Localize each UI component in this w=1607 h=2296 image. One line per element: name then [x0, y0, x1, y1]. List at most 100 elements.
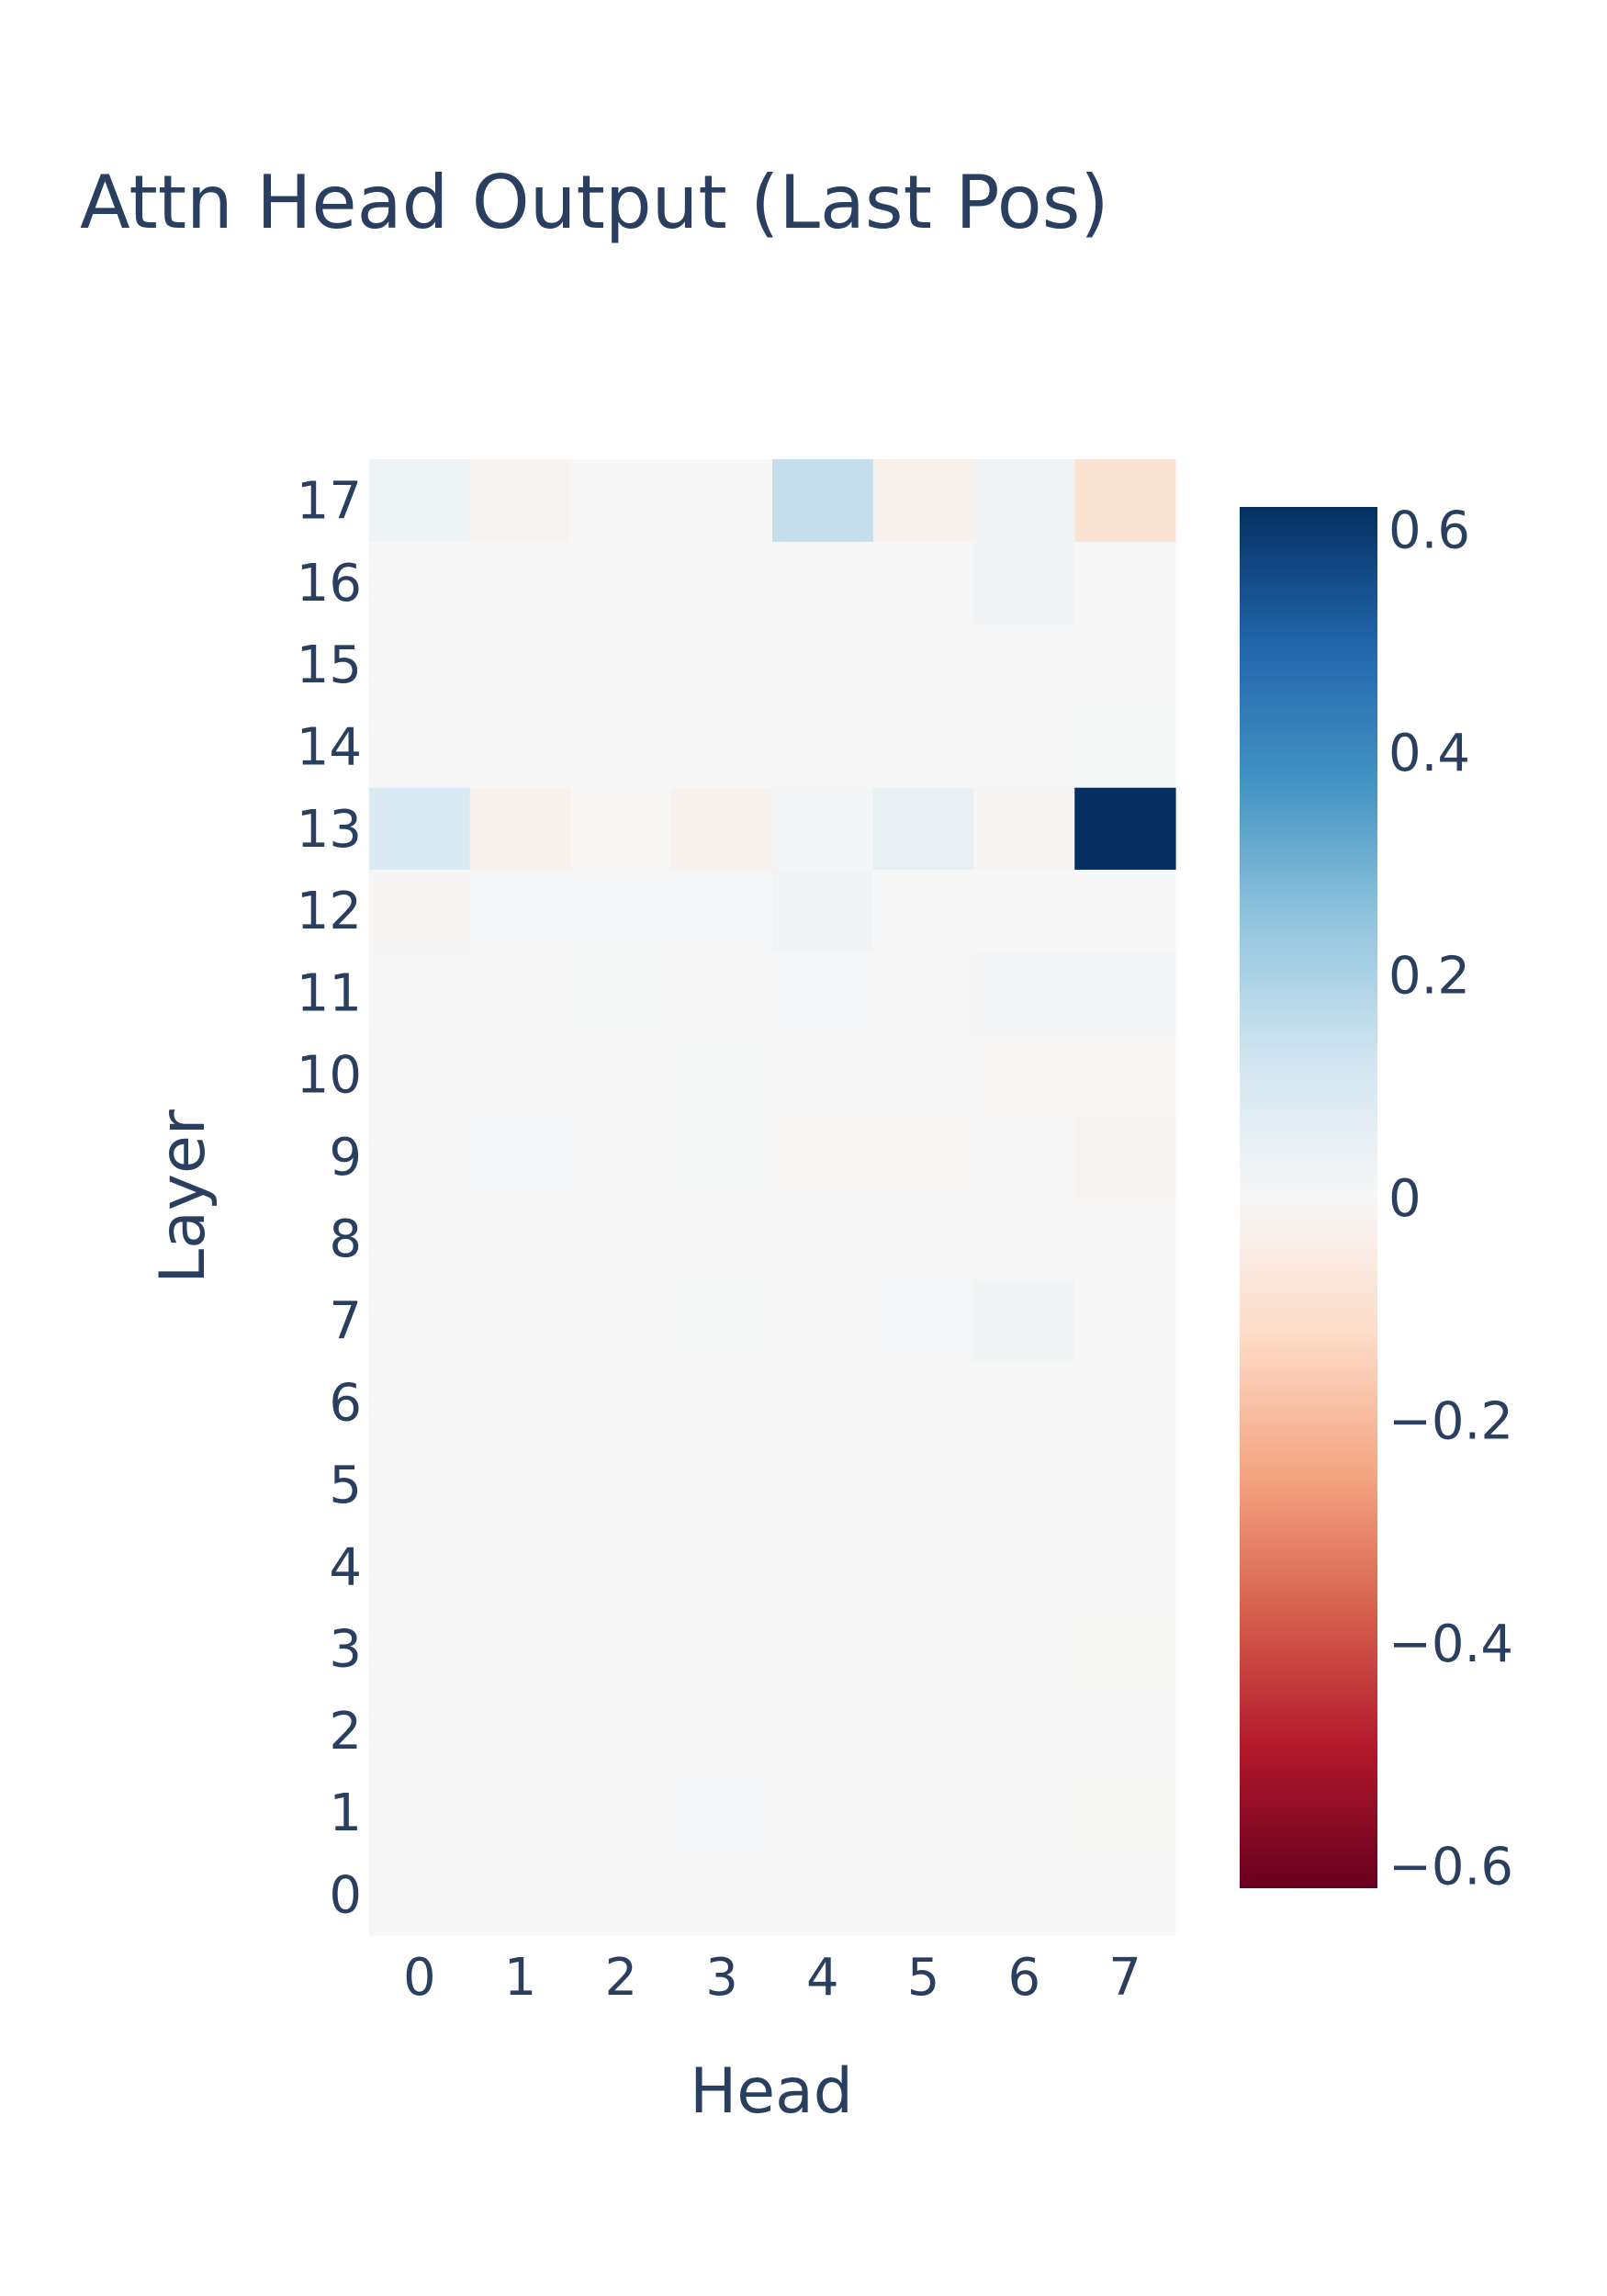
heatmap-cell [469, 541, 572, 625]
heatmap-cell [973, 1115, 1075, 1199]
heatmap-cell [671, 1115, 773, 1199]
heatmap-cell [772, 1197, 874, 1280]
heatmap-cell [772, 787, 874, 870]
heatmap-cell [469, 787, 572, 870]
heatmap-cell [570, 1689, 672, 1773]
x-tick-label: 3 [705, 1948, 738, 2008]
heatmap-cell [369, 1771, 471, 1854]
heatmap-cell [671, 869, 773, 952]
heatmap-cell [1074, 1606, 1176, 1690]
colorbar-ticks: 0.6 0.4 0.2 0 −0.2 −0.4 −0.6 [1388, 501, 1513, 1896]
heatmap-cell [1074, 1278, 1176, 1362]
heatmap-cell [369, 541, 471, 625]
heatmap-cell [570, 459, 672, 542]
y-tick-label: 8 [329, 1210, 362, 1269]
heatmap-cell [671, 459, 773, 542]
heatmap-cell [1074, 787, 1176, 870]
heatmap-cell [671, 1032, 773, 1116]
y-tick-label: 12 [297, 882, 362, 941]
y-tick-label: 0 [329, 1865, 362, 1925]
heatmap-cell [973, 1689, 1075, 1773]
heatmap-cell [469, 459, 572, 542]
x-tick-label: 5 [907, 1948, 940, 2008]
heatmap-cell [872, 787, 975, 870]
heatmap-cell [973, 1361, 1075, 1444]
colorbar-tick-label: 0.2 [1388, 946, 1470, 1006]
heatmap-cell [469, 1197, 572, 1280]
heatmap-cell [973, 787, 1075, 870]
heatmap-cell [772, 541, 874, 625]
heatmap-cell [1074, 1852, 1176, 1936]
heatmap-cell [772, 1771, 874, 1854]
heatmap-cell [872, 1606, 975, 1690]
heatmap-cell [469, 1852, 572, 1936]
heatmap-cell [872, 459, 975, 542]
colorbar-tick-label: 0.4 [1388, 724, 1470, 783]
heatmap-cell [1074, 704, 1176, 788]
heatmap-cell [369, 623, 471, 706]
heatmap-cell [570, 1771, 672, 1854]
heatmap-cell [1074, 1689, 1176, 1773]
heatmap-cell [570, 704, 672, 788]
heatmap-cell [872, 1361, 975, 1444]
x-tick-label: 2 [605, 1948, 638, 2008]
heatmap-cell [469, 1443, 572, 1526]
heatmap-cell [570, 787, 672, 870]
heatmap-cell [369, 1443, 471, 1526]
heatmap-cell [872, 1032, 975, 1116]
heatmap-cell [872, 869, 975, 952]
heatmap-cell [671, 1852, 773, 1936]
x-axis-title: Head [690, 2055, 853, 2128]
x-tick-label: 4 [806, 1948, 839, 2008]
colorbar-tick-label: −0.4 [1388, 1615, 1513, 1674]
y-tick-label: 2 [329, 1702, 362, 1761]
heatmap-cell [1074, 1771, 1176, 1854]
heatmap-cell [469, 704, 572, 788]
y-tick-label: 15 [297, 636, 362, 695]
y-tick-label: 16 [297, 554, 362, 613]
x-axis-ticks: 0 1 2 3 4 5 6 7 [403, 1948, 1141, 2008]
heatmap-cell [671, 623, 773, 706]
heatmap-cell [469, 1606, 572, 1690]
heatmap-cell [772, 1361, 874, 1444]
heatmap-cell [1074, 1525, 1176, 1608]
heatmap-cell [973, 623, 1075, 706]
heatmap-cell [369, 1689, 471, 1773]
y-tick-label: 17 [297, 472, 362, 532]
heatmap-cell [973, 1525, 1075, 1608]
heatmap-cell [872, 951, 975, 1034]
heatmap-cell [671, 1606, 773, 1690]
heatmap-cell [671, 1443, 773, 1526]
heatmap-cell [469, 1689, 572, 1773]
heatmap-cell [973, 541, 1075, 625]
heatmap-cell [570, 869, 672, 952]
heatmap-cell [570, 1606, 672, 1690]
heatmap-cell [671, 1361, 773, 1444]
heatmap-cell [369, 704, 471, 788]
colorbar-tick-label: 0 [1388, 1169, 1422, 1229]
heatmap-cell [570, 1361, 672, 1444]
y-tick-label: 3 [329, 1620, 362, 1680]
heatmap-cell [772, 1032, 874, 1116]
heatmap-cell [671, 541, 773, 625]
heatmap-cell [369, 787, 471, 870]
colorbar-tick-label: 0.6 [1388, 501, 1470, 560]
heatmap-cell [570, 1278, 672, 1362]
y-tick-label: 14 [297, 717, 362, 777]
heatmap-cell [570, 541, 672, 625]
heatmap-cell [469, 951, 572, 1034]
heatmap-cell [570, 1197, 672, 1280]
heatmap-cell [1074, 869, 1176, 952]
heatmap-cell [872, 1278, 975, 1362]
y-tick-label: 5 [329, 1456, 362, 1515]
heatmap-cell [772, 1606, 874, 1690]
heatmap-cell [872, 1115, 975, 1199]
heatmap-cell [671, 1197, 773, 1280]
heatmap-cell [671, 704, 773, 788]
y-tick-label: 9 [329, 1128, 362, 1187]
heatmap-cell [1074, 1197, 1176, 1280]
heatmap-cell [469, 1032, 572, 1116]
heatmap-cell [570, 1852, 672, 1936]
